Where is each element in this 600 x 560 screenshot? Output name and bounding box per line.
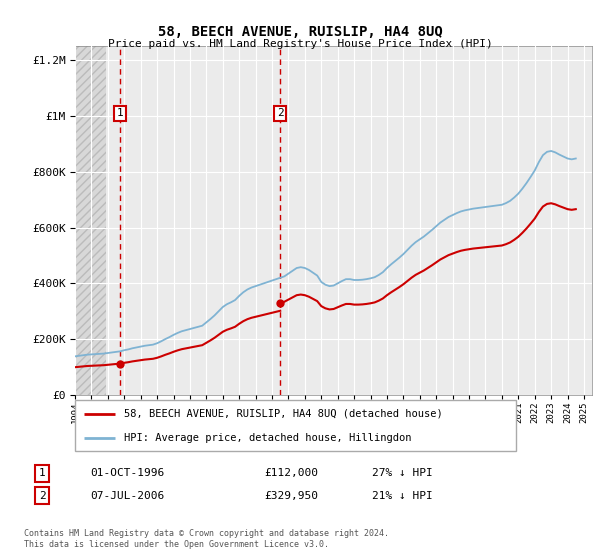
- Text: 01-OCT-1996: 01-OCT-1996: [90, 468, 164, 478]
- Text: £112,000: £112,000: [264, 468, 318, 478]
- Text: 27% ↓ HPI: 27% ↓ HPI: [372, 468, 433, 478]
- Text: 1: 1: [38, 468, 46, 478]
- Text: 1: 1: [117, 108, 124, 118]
- Text: 2: 2: [38, 491, 46, 501]
- Text: 58, BEECH AVENUE, RUISLIP, HA4 8UQ: 58, BEECH AVENUE, RUISLIP, HA4 8UQ: [158, 25, 442, 39]
- Text: Contains HM Land Registry data © Crown copyright and database right 2024.
This d: Contains HM Land Registry data © Crown c…: [24, 529, 389, 549]
- Text: £329,950: £329,950: [264, 491, 318, 501]
- Text: 58, BEECH AVENUE, RUISLIP, HA4 8UQ (detached house): 58, BEECH AVENUE, RUISLIP, HA4 8UQ (deta…: [124, 408, 442, 418]
- Text: 21% ↓ HPI: 21% ↓ HPI: [372, 491, 433, 501]
- Bar: [75, 46, 106, 395]
- FancyBboxPatch shape: [75, 400, 516, 451]
- Text: Price paid vs. HM Land Registry's House Price Index (HPI): Price paid vs. HM Land Registry's House …: [107, 39, 493, 49]
- Text: HPI: Average price, detached house, Hillingdon: HPI: Average price, detached house, Hill…: [124, 433, 411, 443]
- Text: 07-JUL-2006: 07-JUL-2006: [90, 491, 164, 501]
- Text: 2: 2: [277, 108, 284, 118]
